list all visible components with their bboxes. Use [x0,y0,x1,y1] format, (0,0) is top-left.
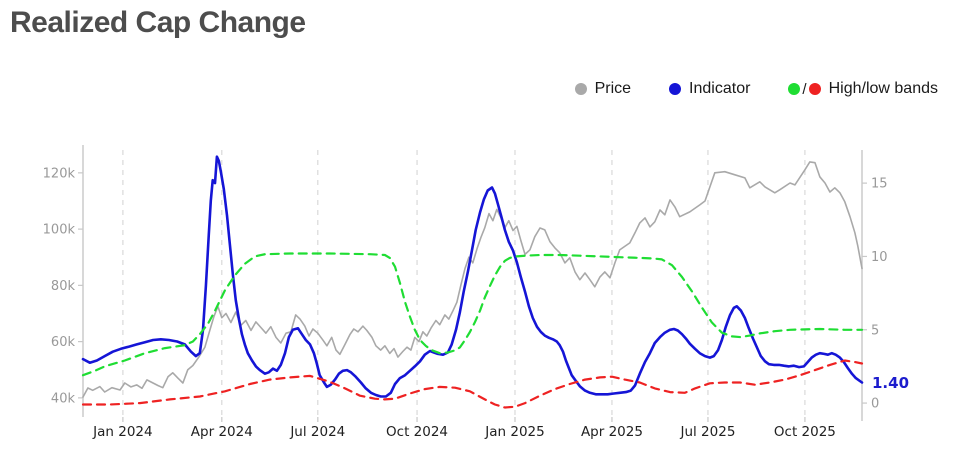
series-price [82,161,863,398]
x-tick-label: Apr 2025 [581,424,643,440]
price-dot-icon [574,83,587,95]
x-tick-label: Jan 2024 [92,424,152,440]
high-band-dot-icon [788,83,801,95]
series-low-band [81,359,864,409]
chart-legend: Price Indicator / High/low bands [574,80,938,98]
indicator-dot-icon [669,83,682,95]
band-dots: / [788,80,821,98]
left-tick-label: 120k [43,166,76,181]
left-tick-label: 80k [51,279,76,294]
series-indicator [81,155,864,398]
indicator-current-value-label: 1.40 [869,374,913,392]
legend-item-bands[interactable]: / High/low bands [788,80,938,98]
right-tick-label: 0 [871,397,879,412]
x-tick-label: Jul 2025 [679,424,735,440]
legend-item-price[interactable]: Price [574,80,632,98]
legend-label-indicator: Indicator [689,80,751,97]
legend-item-indicator[interactable]: Indicator [669,80,750,98]
x-tick-label: Oct 2024 [386,424,448,440]
left-tick-label: 100k [43,223,76,238]
page-title: Realized Cap Change [10,6,306,39]
legend-label-price: Price [594,80,632,97]
legend-label-bands: High/low bands [828,80,938,97]
right-tick-label: 10 [871,250,888,265]
right-tick-label: 5 [871,323,879,338]
left-tick-label: 40k [51,391,76,406]
low-band-dot-icon [808,83,821,95]
left-tick-label: 60k [51,335,76,350]
x-tick-label: Oct 2025 [774,424,836,440]
band-slash: / [802,80,807,98]
x-tick-label: Jan 2025 [484,424,544,440]
x-tick-label: Apr 2024 [191,424,253,440]
right-tick-label: 15 [871,177,888,192]
series-high-band [81,252,864,377]
x-tick-label: Jul 2024 [289,424,345,440]
